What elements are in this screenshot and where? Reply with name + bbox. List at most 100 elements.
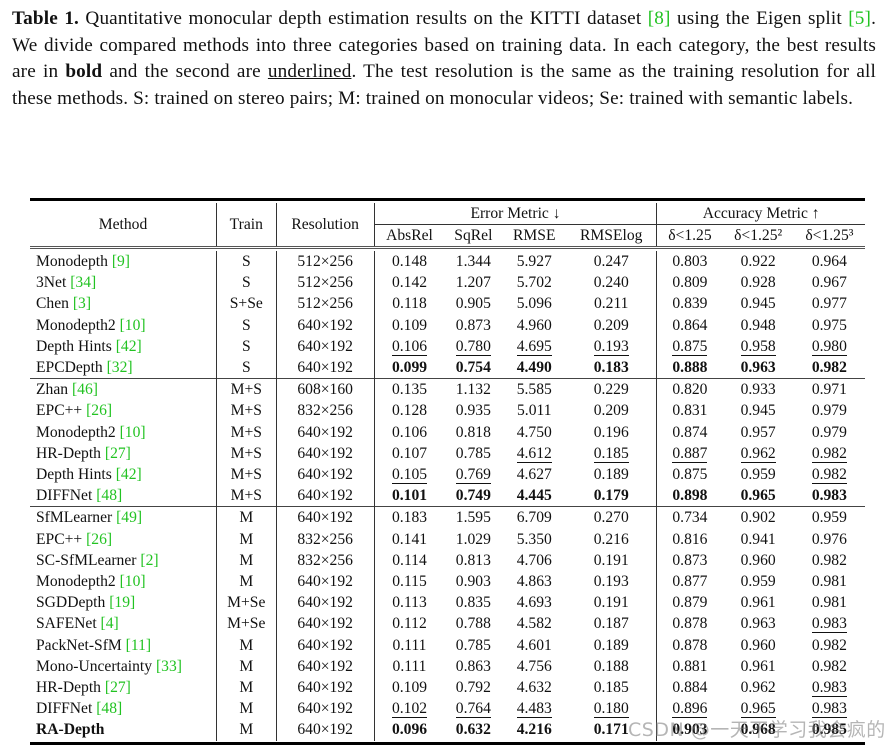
citation-link[interactable]: [2] [140,551,159,569]
table-row: Monodepth2 [10] M 640×192 0.115 0.903 4.863 0.… [30,570,865,593]
citation-link[interactable]: [48] [96,700,123,718]
cell-resolution: 640×192 [276,613,375,635]
table-row: Depth Hints [42] M+S 640×192 0.105 0.769 4.62… [30,463,865,486]
cell-metric: 0.191 [566,592,658,614]
cell-metric: 0.903 [672,721,708,739]
cell-metric: 0.191 [566,549,658,571]
table-row: Depth Hints [42] S 640×192 0.106 0.780 4.695 0… [30,335,865,357]
cell-metric: 0.945 [740,402,776,420]
cell-metric: 0.874 [672,423,708,441]
cell-metric: 0.981 [811,572,847,590]
cell-metric: 0.785 [455,636,491,654]
cell-metric: 0.113 [392,594,427,612]
citation-link[interactable]: [26] [86,402,113,420]
caption-label: Table 1. [12,8,80,29]
citation-link[interactable]: [32] [106,358,133,376]
cell-metric: 0.875 [672,337,708,356]
citation-link[interactable]: [34] [70,274,97,292]
cell-resolution: 640×192 [276,698,375,720]
header-resolution: Resolution [276,203,375,248]
cell-metric: 0.115 [392,572,427,590]
table-row: HR-Depth [27] M+S 640×192 0.107 0.785 4.612 0.… [30,442,865,464]
citation-link[interactable]: [27] [104,444,131,462]
cell-metric: 4.706 [516,551,552,569]
cell-metric: 0.881 [672,657,708,675]
top-rule [30,198,865,201]
cell-method: SGDDepth [19] [30,592,217,614]
citation-link[interactable]: [19] [109,594,136,612]
cell-train: M+Se [216,592,277,614]
cell-resolution: 832×256 [276,528,375,550]
cell-metric: 0.961 [740,657,776,675]
header-rmselog: RMSElog [566,224,658,250]
cell-metric: 0.982 [811,444,847,463]
table-row: EPCDepth [32] S 640×192 0.099 0.754 4.490 0.18… [30,356,865,379]
table-row: 3Net [34] S 512×256 0.142 1.207 5.702 0.240 0.8… [30,272,865,294]
citation-link[interactable]: [11] [125,636,152,654]
cell-metric: 0.948 [740,316,776,334]
citation-link[interactable]: [42] [115,337,142,355]
cell-resolution: 640×192 [276,719,375,741]
cell-metric: 0.979 [811,423,847,441]
cell-method: DIFFNet [48] [30,698,217,720]
cell-metric: 0.099 [391,358,428,376]
citation-link[interactable]: [27] [104,678,131,696]
cell-metric: 0.959 [793,506,865,529]
citation-link[interactable]: [26] [86,530,113,548]
table-row: Zhan [46] M+S 608×160 0.135 1.132 5.585 0.229 0… [30,378,865,401]
cell-metric: 0.148 [391,252,428,270]
cell-train: M+S [216,442,277,464]
citation-link[interactable]: [9] [111,252,130,270]
cell-metric: 0.877 [672,572,708,590]
cell-metric: 0.180 [566,698,658,720]
citation-link[interactable]: [5] [848,8,872,29]
cell-resolution: 640×192 [276,570,375,593]
cell-metric: 0.193 [566,570,658,593]
cell-metric: 0.957 [740,423,776,441]
cell-train: M [216,698,277,720]
citation-link[interactable]: [4] [100,615,119,633]
citation-link[interactable]: [49] [116,509,143,527]
cell-train: M [216,719,277,741]
header-absrel: AbsRel [374,224,445,250]
table-row: EPC++ [26] M+S 832×256 0.128 0.935 5.011 0.209… [30,400,865,422]
cell-metric: 0.962 [740,444,776,463]
cell-metric: 1.207 [455,274,491,292]
citation-link[interactable]: [10] [119,572,146,590]
cell-train: M+S [216,400,277,422]
cell-metric: 0.107 [391,444,428,462]
cell-metric: 0.780 [455,337,491,356]
cell-metric: 0.863 [455,657,491,675]
cell-metric: 0.887 [672,444,708,463]
cell-resolution: 640×192 [276,592,375,614]
cell-train: S [216,335,277,357]
cell-method: DIFFNet [48] [30,485,217,507]
cell-metric: 5.927 [516,252,552,270]
citation-link[interactable]: [8] [647,8,671,29]
table-row: Mono-Uncertainty [33] M 640×192 0.111 0.863 4… [30,655,865,677]
cell-method: EPC++ [26] [30,528,217,550]
citation-link[interactable]: [33] [155,657,182,675]
cell-metric: 0.979 [811,402,847,420]
citation-link[interactable]: [46] [71,381,98,399]
cell-metric: 0.209 [566,400,658,422]
cell-metric: 0.109 [391,316,428,334]
cell-metric: 0.229 [566,378,658,401]
cell-metric: 0.185 [566,442,658,464]
cell-metric: 0.816 [672,530,708,548]
cell-resolution: 640×192 [276,442,375,464]
cell-resolution: 640×192 [276,463,375,486]
cell-metric: 0.820 [656,378,723,401]
cell-metric: 4.750 [516,423,552,441]
citation-link[interactable]: [10] [119,423,146,441]
cell-metric: 0.975 [811,316,847,334]
cell-metric: 0.980 [811,337,847,356]
cell-train: M [216,676,277,699]
citation-link[interactable]: [42] [115,465,142,483]
citation-link[interactable]: [48] [96,487,123,505]
cell-metric: 0.873 [455,316,491,334]
cell-metric: 0.960 [740,551,776,569]
table-row: HR-Depth [27] M 640×192 0.109 0.792 4.632 0.18… [30,676,865,699]
citation-link[interactable]: [3] [72,295,92,313]
citation-link[interactable]: [10] [119,316,146,334]
